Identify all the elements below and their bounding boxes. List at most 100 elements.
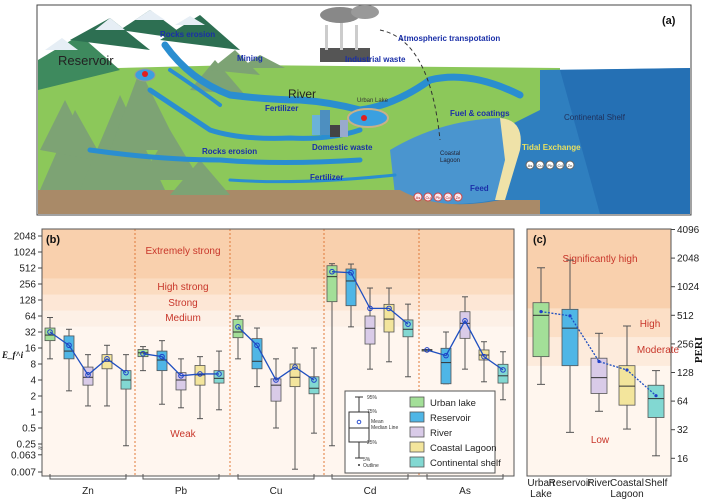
mean-line: [426, 319, 504, 371]
label-rocks-erosion-top: Rocks erosion: [160, 30, 215, 39]
category-label: Cd: [364, 486, 377, 497]
iqr-box: [532, 302, 550, 358]
box-as-river: [459, 296, 471, 370]
category-label-line2: Lake: [530, 489, 552, 500]
category-label: Zn: [82, 486, 94, 497]
box-cd-coastal-lagoon: [383, 287, 395, 363]
mean-marker: [292, 364, 298, 370]
metal-badge-label: Zn: [568, 163, 573, 168]
mean-marker: [104, 356, 110, 362]
y-tick-label: 1024: [677, 282, 700, 293]
metal-badge-label: Cu: [425, 195, 430, 200]
iqr-box: [213, 370, 225, 384]
factory-icon: [320, 5, 379, 62]
metal-badge-label: As: [416, 195, 421, 200]
box-pb-coastal-lagoon: [194, 356, 206, 420]
mean-marker: [159, 353, 165, 360]
metal-badge: [423, 192, 433, 202]
y-tick-label: 0.007: [11, 468, 36, 479]
zone-band: [42, 229, 514, 279]
y-tick-label: 256: [677, 339, 694, 350]
box-pb-river: [175, 358, 187, 409]
y-tick-label: 0.063: [11, 450, 36, 461]
y-tick-label: 1: [30, 408, 36, 419]
box-peri-4: [647, 370, 665, 457]
metal-badges-seawater: As Cu Pb Cd Zn: [525, 160, 575, 170]
iqr-box: [590, 357, 608, 394]
label-continental-shelf: Continental Shelf: [564, 113, 626, 122]
legend: 95% 75% Mean Median Line 25% 5% Outline …: [344, 390, 501, 474]
mean-line: [142, 353, 219, 377]
category-label: Reservoir: [549, 478, 592, 489]
box-cu-coastal-lagoon: [289, 347, 301, 470]
iqr-box: [561, 308, 579, 367]
mean-marker: [273, 377, 279, 383]
metal-badge: [535, 160, 545, 170]
metal-badge: [433, 192, 443, 202]
mean-marker: [197, 371, 203, 377]
box-cd-reservoir: [345, 263, 357, 328]
legend-swatch: [409, 426, 425, 438]
category-label: Cu: [270, 486, 283, 497]
category-label: Coastal: [610, 478, 644, 489]
panel-c-label: (c): [533, 234, 547, 246]
y-tick-label: 32: [677, 425, 689, 436]
mean-marker: [123, 369, 129, 376]
box-pb-reservoir: [156, 340, 168, 405]
y-tick-label: 256: [19, 280, 36, 291]
category-label-line2: Lagoon: [610, 489, 643, 500]
y-tick-label: 8: [30, 360, 36, 371]
iqr-box: [289, 363, 301, 388]
zone-label: Weak: [170, 429, 196, 440]
iqr-box: [175, 372, 187, 391]
y-tick-label: 2: [30, 392, 36, 403]
mean-line: [237, 326, 315, 381]
category-bracket: [331, 474, 409, 480]
legend-label: Continental shelf: [430, 458, 501, 469]
box-peri-1: [561, 259, 579, 433]
metal-badge-label: Pb: [436, 195, 442, 200]
zone-label: High: [640, 319, 661, 330]
label-tidal-exchange: Tidal Exchange: [522, 143, 581, 152]
box-cu-river: [270, 358, 282, 429]
mean-marker: [254, 342, 260, 349]
y-tick-label: 0.25: [17, 440, 37, 451]
legend-label: Coastal Lagoon: [430, 443, 497, 454]
label-reservoir: Reservoir: [58, 53, 114, 68]
mean-marker: [47, 329, 53, 335]
mean-marker: [140, 350, 146, 357]
y-tick-label: 4: [30, 376, 36, 387]
label-river: River: [288, 87, 316, 101]
legend-swatch: [409, 456, 425, 468]
box-cu-urban-lake: [232, 315, 244, 360]
legend-box-key: 95% 75% Mean Median Line 25% 5% Outline: [348, 395, 398, 469]
label-fuel-coatings: Fuel & coatings: [450, 109, 510, 118]
zone-label: Moderate: [637, 345, 680, 356]
mean-marker: [597, 359, 601, 364]
category-label: Urban: [527, 478, 554, 489]
box-pb-continental-shelf: [213, 350, 225, 411]
axis-break-icon: ≈: [38, 443, 43, 453]
y-tick-label: 4096: [677, 225, 700, 236]
box-cd-continental-shelf: [402, 303, 414, 378]
metal-badge-label: Pb: [548, 163, 554, 168]
zone-label: Significantly high: [562, 254, 637, 265]
metal-badges-sediment: As Cu Pb Cd Zn: [413, 192, 463, 202]
mean-marker: [329, 268, 335, 275]
label-feed: Feed: [470, 184, 489, 193]
label-lagoon: Lagoon: [440, 158, 460, 164]
mean-line: [331, 271, 409, 325]
box-as-coastal-lagoon: [478, 341, 490, 383]
zone-band: [527, 308, 671, 338]
box-peri-3: [618, 325, 636, 430]
zone-band: [42, 278, 514, 295]
category-label: River: [587, 478, 611, 489]
y-axis-label-ef: E_f^i: [1, 350, 24, 360]
box-peri-2: [590, 332, 608, 412]
iqr-box: [308, 376, 320, 395]
metal-badge: [565, 160, 575, 170]
iqr-box: [232, 319, 244, 339]
category-bracket: [142, 474, 220, 480]
iqr-box: [326, 265, 338, 303]
